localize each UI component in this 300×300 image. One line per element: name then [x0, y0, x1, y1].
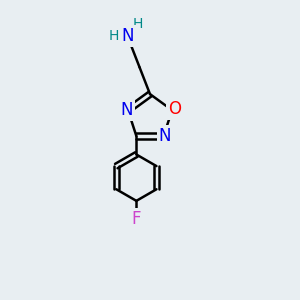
Text: N: N [122, 27, 134, 45]
Text: F: F [132, 210, 141, 228]
Text: H: H [109, 29, 119, 43]
Text: N: N [120, 101, 133, 119]
Text: N: N [159, 127, 171, 145]
Text: H: H [132, 17, 143, 31]
Text: O: O [168, 100, 181, 118]
